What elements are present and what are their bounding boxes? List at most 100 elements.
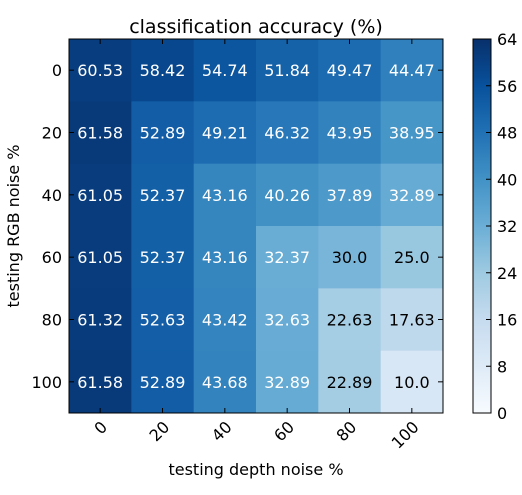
cell-value-label: 54.74 [202,61,248,80]
colorbar-ticks: 0 8 16 24 32 40 48 56 64 [486,30,517,423]
heatmap-cell [69,350,132,414]
x-tick-label: 0 [90,417,111,438]
heatmap-cell [256,288,319,352]
cell-value-label: 25.0 [394,248,430,267]
heatmap-cell [318,163,382,227]
colorbar-tick-label: 0 [497,404,507,423]
colorbar-tick-label: 56 [497,77,517,96]
heatmap-cell [193,226,257,289]
y-tick-label: 100 [31,373,62,392]
x-tick-label: 60 [270,417,298,445]
heatmap-cell [318,350,382,414]
heatmap-cell [69,39,132,102]
heatmap-cell [131,288,195,352]
heatmap-cell [131,39,195,102]
x-tick-label: 40 [208,417,236,445]
cell-value-label: 43.68 [202,373,248,392]
heatmap-cell [193,39,257,102]
cell-value-label: 40.26 [264,186,310,205]
cell-value-label: 61.58 [77,373,123,392]
colorbar-tick-label: 40 [497,170,517,189]
y-axis-label: testing RGB noise % [4,145,23,308]
y-tick-label: 60 [42,248,62,267]
cell-value-label: 17.63 [389,311,435,330]
heatmap-cell [131,226,195,289]
cell-value-labels: 60.53 58.42 54.74 51.84 49.47 44.47 61.58 52.89… [77,61,434,392]
cell-value-label: 58.42 [140,61,186,80]
cell-value-label: 52.89 [140,373,186,392]
x-tick-label: 20 [145,417,173,445]
heatmap-cell [193,163,257,227]
cell-value-label: 52.37 [140,248,186,267]
cell-value-label: 22.63 [327,311,373,330]
x-axis-label: testing depth noise % [168,460,343,479]
cell-value-label: 52.37 [140,186,186,205]
heatmap-cell [256,101,319,165]
heatmap-cell [193,101,257,165]
heatmap-cell [69,101,132,165]
heatmap-cell [131,350,195,414]
cell-value-label: 32.89 [389,186,435,205]
chart-title: classification accuracy (%) [129,16,383,38]
cell-value-label: 32.37 [264,248,310,267]
heatmap-cell [380,163,444,227]
heatmap-cell [318,226,382,289]
plot-frame [68,38,444,414]
cell-value-label: 52.63 [140,311,186,330]
cell-value-label: 61.58 [77,124,123,143]
heatmap-cell [131,101,195,165]
heatmap-cell [256,350,319,414]
y-tick-label: 40 [42,186,62,205]
cell-value-label: 52.89 [140,124,186,143]
cell-value-label: 49.21 [202,124,248,143]
cell-value-label: 46.32 [264,124,310,143]
cell-value-label: 43.95 [327,124,373,143]
heatmap-cell [256,39,319,102]
cell-value-label: 38.95 [389,124,435,143]
heatmap-cell [380,288,444,352]
heatmap-cell [131,163,195,227]
heatmap-cell [256,226,319,289]
heatmap-cell [380,101,444,165]
cell-value-label: 43.42 [202,311,248,330]
heatmap-cell [318,39,382,102]
heatmap-cell [69,288,132,352]
heatmap-cell [256,163,319,227]
cell-value-label: 44.47 [389,61,435,80]
colorbar-tick-label: 48 [497,124,517,143]
cell-value-label: 22.89 [327,373,373,392]
cell-value-label: 32.63 [264,311,310,330]
heatmap-cell [318,101,382,165]
x-tick-label: 80 [332,417,360,445]
heatmap-cell [69,163,132,227]
cell-value-label: 37.89 [327,186,373,205]
heatmap-cell [318,288,382,352]
heatmap-cells [69,39,444,414]
heatmap-cell [193,350,257,414]
colorbar-tick-label: 64 [497,30,517,49]
heatmap-cell [193,288,257,352]
y-tick-label: 0 [52,61,62,80]
cell-value-label: 60.53 [77,61,123,80]
heatmap-cell [69,226,132,289]
cell-value-label: 61.32 [77,311,123,330]
x-tick-label: 100 [388,417,423,452]
cell-value-label: 49.47 [327,61,373,80]
heatmap-cell [380,39,444,102]
y-tick-label: 20 [42,124,62,143]
cell-value-label: 32.89 [264,373,310,392]
cell-value-label: 10.0 [394,373,430,392]
colorbar-tick-label: 32 [497,217,517,236]
heatmap-cell [380,350,444,414]
colorbar-tick-label: 8 [497,357,507,376]
colorbar-tick-label: 24 [497,264,517,283]
cell-value-label: 30.0 [332,248,368,267]
cell-value-label: 61.05 [77,248,123,267]
cell-value-label: 61.05 [77,186,123,205]
cell-value-label: 51.84 [264,61,310,80]
colorbar-tick-label: 16 [497,311,517,330]
cell-value-label: 43.16 [202,248,248,267]
cell-value-label: 43.16 [202,186,248,205]
heatmap-cell [380,226,444,289]
